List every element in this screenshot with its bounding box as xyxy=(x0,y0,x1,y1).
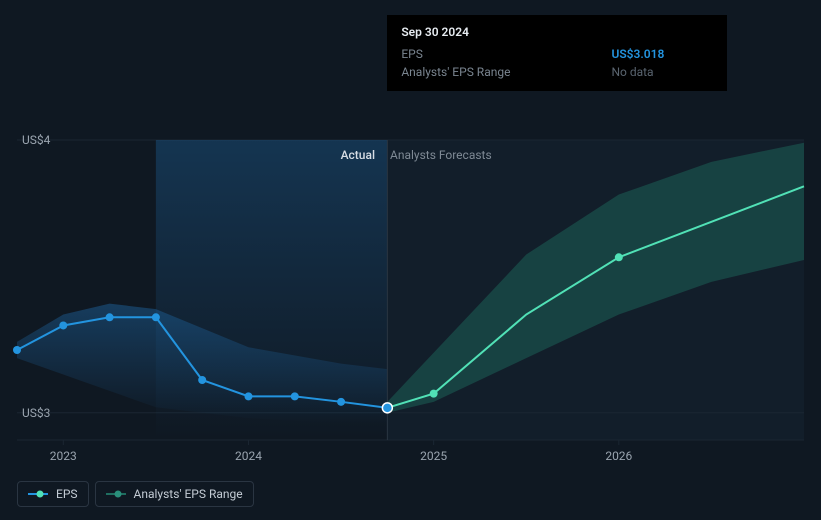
y-axis-label: US$3 xyxy=(22,406,50,420)
chart-legend: EPS Analysts' EPS Range xyxy=(17,481,254,507)
tooltip-range-value: No data xyxy=(611,63,713,81)
legend-range-label: Analysts' EPS Range xyxy=(134,487,243,501)
tooltip-eps-value: US$3.018 xyxy=(611,45,713,63)
legend-range-icon xyxy=(106,490,126,498)
tooltip-eps-key: EPS xyxy=(401,45,611,63)
actual-region-label: Actual xyxy=(341,148,375,162)
x-axis-label: 2026 xyxy=(605,449,632,463)
tooltip-range-key: Analysts' EPS Range xyxy=(401,63,611,81)
legend-item-range[interactable]: Analysts' EPS Range xyxy=(95,481,254,507)
chart-tooltip: Sep 30 2024 EPS US$3.018 Analysts' EPS R… xyxy=(387,15,727,91)
x-axis-label: 2025 xyxy=(420,449,447,463)
x-axis-label: 2023 xyxy=(50,449,77,463)
legend-eps-label: EPS xyxy=(56,487,78,501)
eps-chart: Actual Analysts Forecasts US$3 US$4 2023 2… xyxy=(0,0,821,520)
tooltip-date: Sep 30 2024 xyxy=(401,25,713,39)
forecast-region-label: Analysts Forecasts xyxy=(390,148,492,162)
legend-item-eps[interactable]: EPS xyxy=(17,481,89,507)
legend-eps-icon xyxy=(28,490,48,498)
y-axis-label: US$4 xyxy=(22,133,50,147)
x-axis-label: 2024 xyxy=(235,449,262,463)
